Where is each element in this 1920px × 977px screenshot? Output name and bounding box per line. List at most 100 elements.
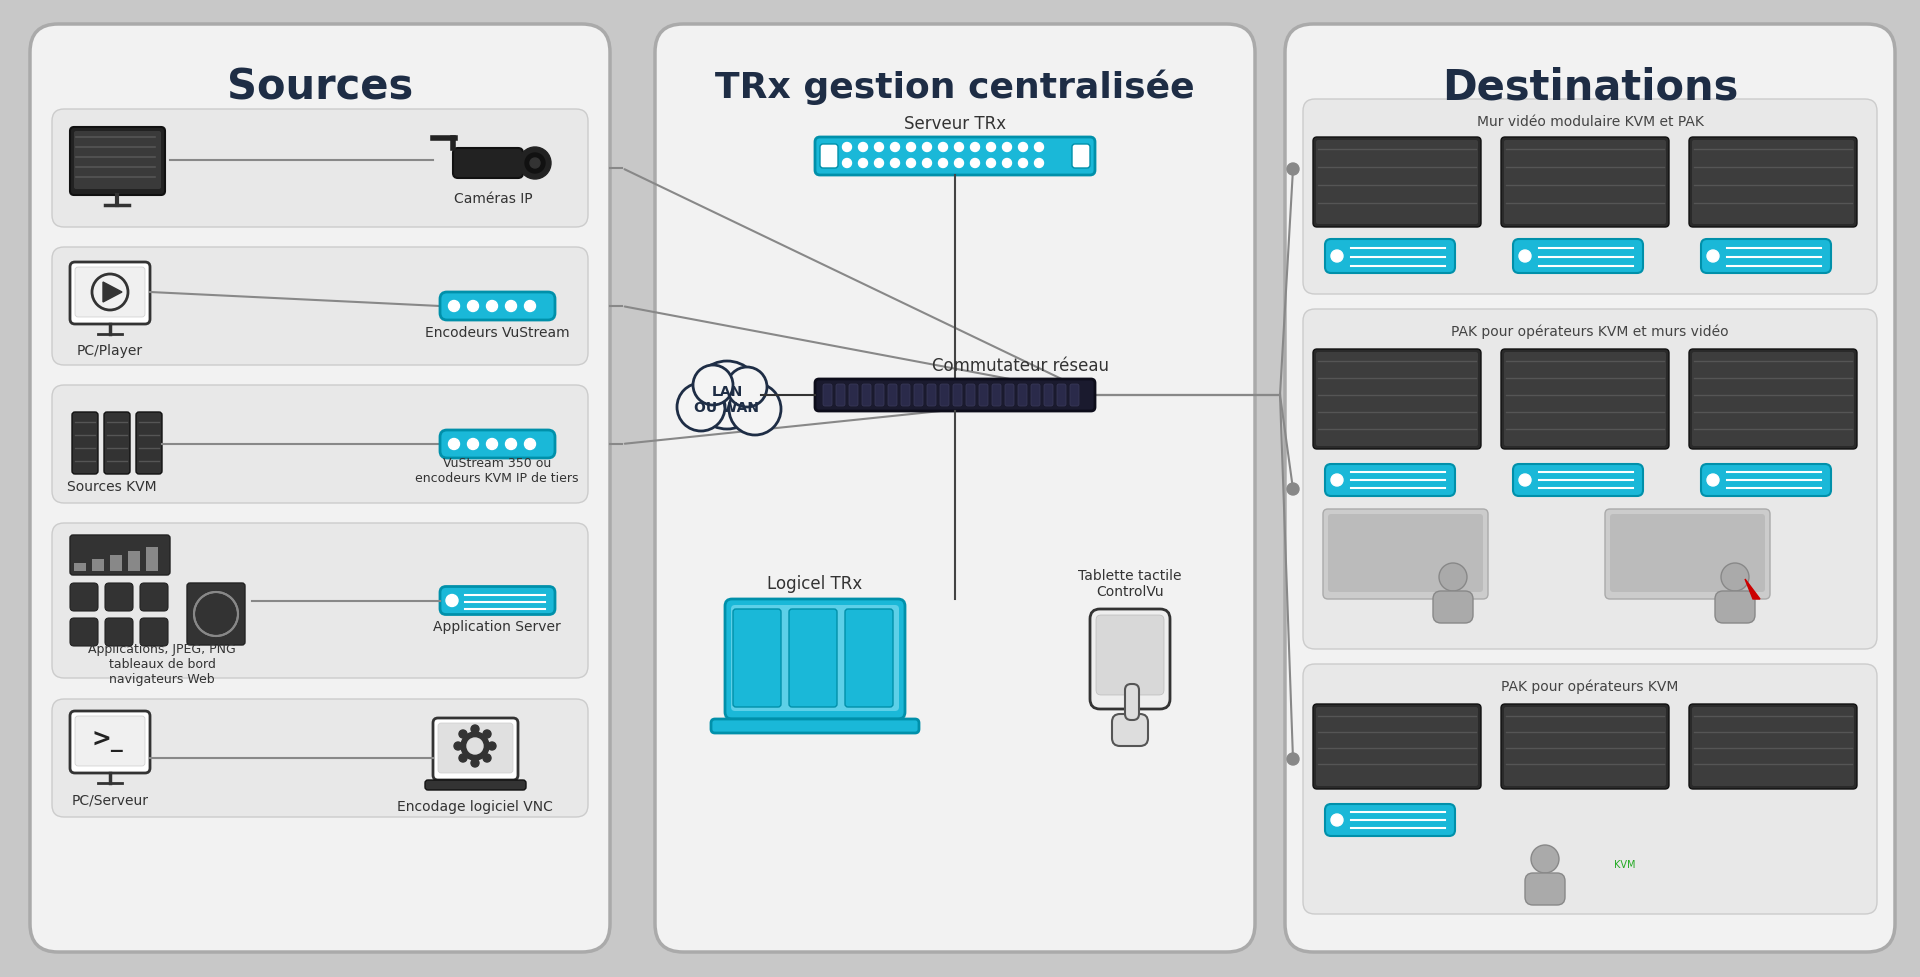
- Circle shape: [954, 159, 964, 168]
- Circle shape: [678, 384, 726, 432]
- Text: Encodage logiciel VNC: Encodage logiciel VNC: [397, 799, 553, 813]
- Text: Tablette tactile
ControlVu: Tablette tactile ControlVu: [1079, 569, 1181, 599]
- Circle shape: [453, 743, 463, 750]
- FancyBboxPatch shape: [140, 618, 169, 647]
- FancyBboxPatch shape: [453, 149, 522, 179]
- FancyBboxPatch shape: [900, 385, 910, 406]
- Circle shape: [1438, 564, 1467, 591]
- Circle shape: [470, 759, 478, 767]
- FancyBboxPatch shape: [1513, 464, 1644, 496]
- FancyBboxPatch shape: [1125, 684, 1139, 720]
- FancyBboxPatch shape: [726, 599, 904, 719]
- FancyBboxPatch shape: [1284, 25, 1895, 952]
- Circle shape: [449, 301, 459, 313]
- FancyBboxPatch shape: [69, 711, 150, 773]
- FancyBboxPatch shape: [1315, 707, 1478, 786]
- FancyBboxPatch shape: [862, 385, 872, 406]
- Circle shape: [459, 754, 467, 762]
- Circle shape: [939, 144, 947, 152]
- Circle shape: [505, 439, 516, 450]
- Circle shape: [939, 159, 947, 168]
- Circle shape: [891, 159, 899, 168]
- FancyBboxPatch shape: [1503, 141, 1667, 225]
- FancyBboxPatch shape: [1304, 310, 1878, 650]
- FancyBboxPatch shape: [1503, 707, 1667, 786]
- FancyBboxPatch shape: [140, 583, 169, 612]
- FancyBboxPatch shape: [440, 431, 555, 458]
- Circle shape: [467, 439, 478, 450]
- Text: TRx gestion centralisée: TRx gestion centralisée: [714, 69, 1194, 105]
- Circle shape: [906, 144, 916, 152]
- Circle shape: [505, 301, 516, 313]
- FancyBboxPatch shape: [52, 386, 588, 503]
- FancyBboxPatch shape: [1524, 873, 1565, 905]
- FancyBboxPatch shape: [979, 385, 989, 406]
- FancyBboxPatch shape: [814, 138, 1094, 176]
- FancyBboxPatch shape: [1692, 353, 1855, 446]
- Text: PC/Player: PC/Player: [77, 344, 144, 358]
- FancyBboxPatch shape: [732, 606, 899, 711]
- Circle shape: [1331, 814, 1342, 827]
- FancyBboxPatch shape: [1690, 350, 1857, 449]
- Circle shape: [843, 144, 851, 152]
- FancyBboxPatch shape: [438, 723, 513, 773]
- FancyBboxPatch shape: [1701, 239, 1832, 274]
- FancyBboxPatch shape: [835, 385, 845, 406]
- Polygon shape: [1745, 579, 1761, 599]
- FancyBboxPatch shape: [1004, 385, 1014, 406]
- FancyBboxPatch shape: [1501, 350, 1668, 449]
- FancyBboxPatch shape: [876, 385, 883, 406]
- Circle shape: [693, 361, 760, 430]
- Circle shape: [1035, 159, 1043, 168]
- Text: Caméras IP: Caméras IP: [453, 191, 532, 206]
- FancyBboxPatch shape: [440, 293, 555, 320]
- FancyBboxPatch shape: [1432, 591, 1473, 623]
- Circle shape: [922, 144, 931, 152]
- Text: Sources KVM: Sources KVM: [67, 480, 157, 493]
- FancyBboxPatch shape: [1692, 707, 1855, 786]
- FancyBboxPatch shape: [1715, 591, 1755, 623]
- FancyBboxPatch shape: [440, 587, 555, 615]
- FancyBboxPatch shape: [186, 583, 246, 646]
- Circle shape: [1035, 144, 1043, 152]
- Circle shape: [693, 365, 733, 405]
- Text: Commutateur réseau: Commutateur réseau: [931, 357, 1108, 374]
- FancyBboxPatch shape: [424, 781, 526, 790]
- FancyBboxPatch shape: [69, 535, 171, 575]
- FancyBboxPatch shape: [1313, 138, 1480, 228]
- Circle shape: [970, 159, 979, 168]
- FancyBboxPatch shape: [1315, 141, 1478, 225]
- FancyBboxPatch shape: [75, 268, 146, 318]
- FancyBboxPatch shape: [733, 610, 781, 707]
- Circle shape: [730, 384, 781, 436]
- Circle shape: [449, 439, 459, 450]
- Circle shape: [467, 301, 478, 313]
- Bar: [129, 551, 140, 572]
- FancyBboxPatch shape: [1313, 350, 1480, 449]
- FancyBboxPatch shape: [820, 145, 837, 169]
- FancyBboxPatch shape: [952, 385, 962, 406]
- FancyBboxPatch shape: [1044, 385, 1052, 406]
- Text: Logicel TRx: Logicel TRx: [768, 574, 862, 592]
- Circle shape: [486, 301, 497, 313]
- FancyBboxPatch shape: [1692, 141, 1855, 225]
- Circle shape: [728, 367, 766, 407]
- Circle shape: [1286, 753, 1300, 765]
- Circle shape: [1331, 475, 1342, 487]
- FancyBboxPatch shape: [1325, 804, 1455, 836]
- FancyBboxPatch shape: [104, 412, 131, 475]
- Text: PAK pour opérateurs KVM: PAK pour opérateurs KVM: [1501, 679, 1678, 694]
- Circle shape: [1002, 144, 1012, 152]
- Text: Applications, JPEG, PNG
tableaux de bord
navigateurs Web: Applications, JPEG, PNG tableaux de bord…: [88, 642, 236, 685]
- Circle shape: [874, 159, 883, 168]
- FancyBboxPatch shape: [52, 248, 588, 365]
- Circle shape: [486, 439, 497, 450]
- Circle shape: [874, 144, 883, 152]
- FancyBboxPatch shape: [69, 128, 165, 195]
- Text: Encodeurs VuStream: Encodeurs VuStream: [424, 325, 570, 340]
- FancyBboxPatch shape: [914, 385, 924, 406]
- Bar: [75, 564, 86, 572]
- FancyBboxPatch shape: [106, 618, 132, 647]
- Circle shape: [1018, 144, 1027, 152]
- Circle shape: [1286, 164, 1300, 176]
